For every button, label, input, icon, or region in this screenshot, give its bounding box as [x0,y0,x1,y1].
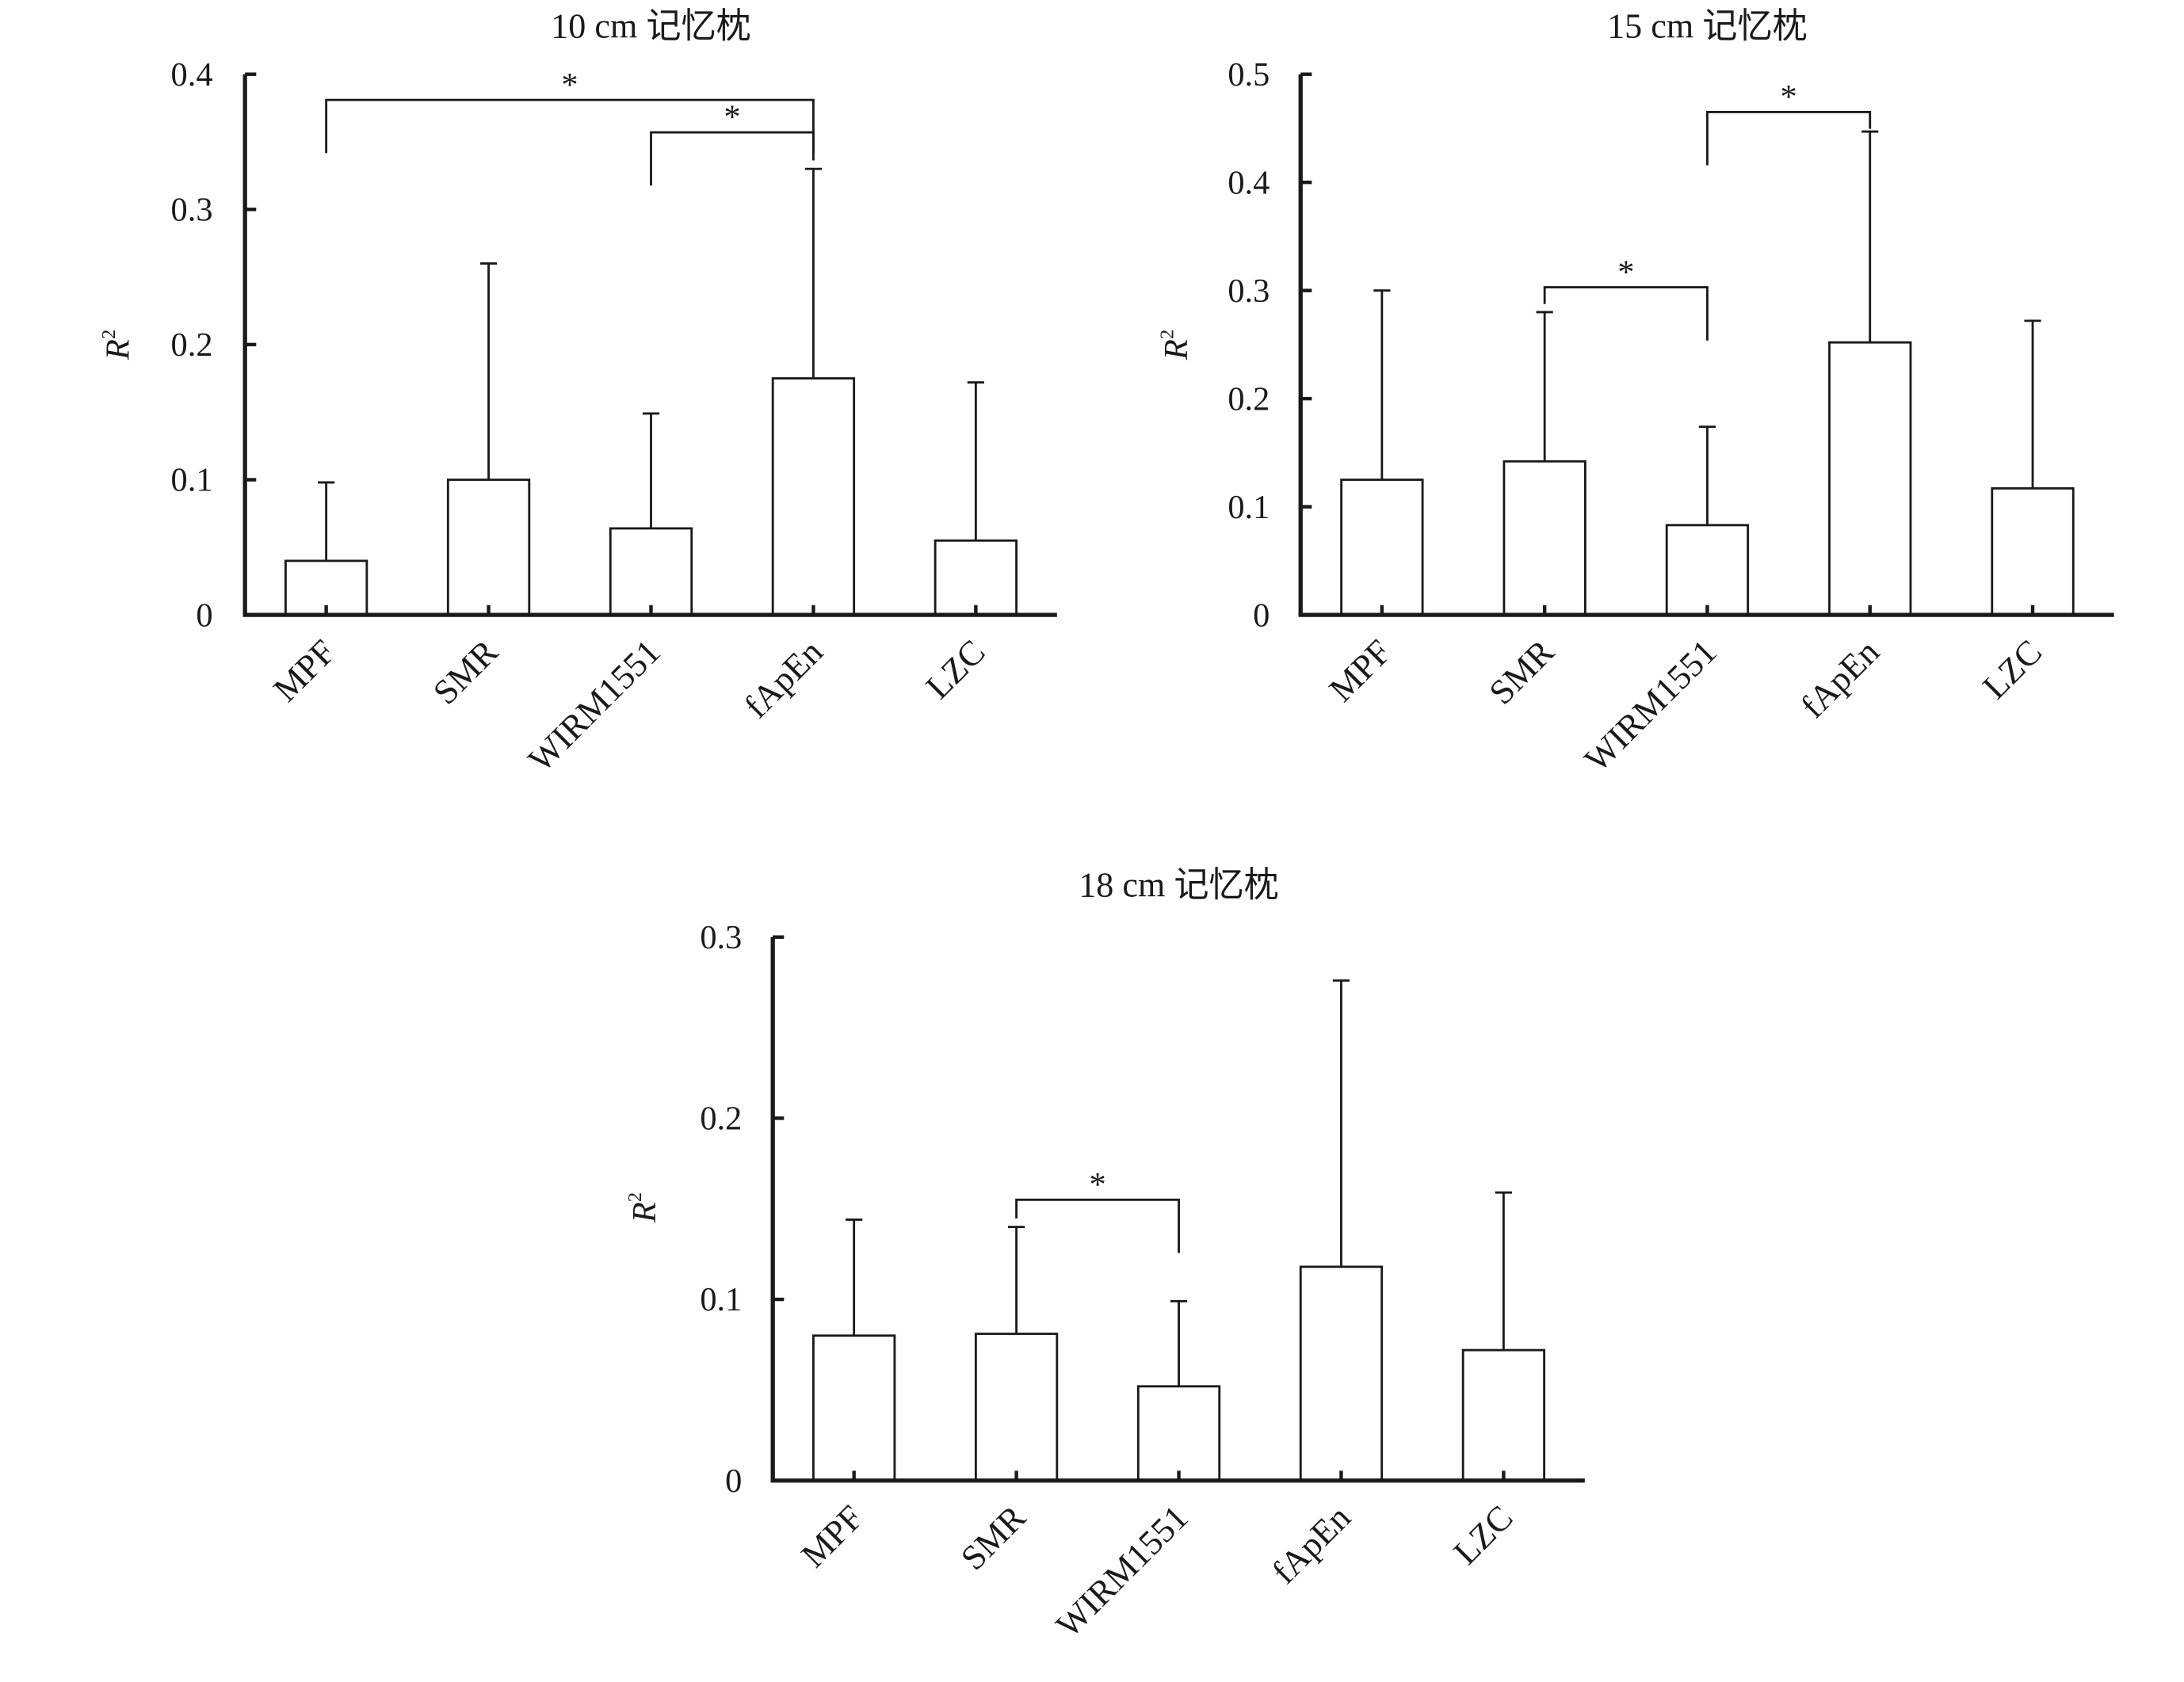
significance-star: * [1617,254,1634,291]
significance-bracket [650,131,815,186]
y-tick-label: 0.1 [171,462,213,499]
y-tick-label: 0 [1253,597,1270,634]
x-tick-label-smr: SMR [1482,632,1562,712]
bar-mpf [812,1334,896,1482]
y-tick-label: 0.3 [1228,273,1270,310]
significance-star: * [561,67,578,104]
x-tick-label-wirm1551: WIRM1551 [521,632,668,780]
y-tick-label: 0.1 [700,1281,742,1318]
y-tick-label: 0.3 [700,919,742,956]
y-tick-label: 0.4 [1228,164,1270,201]
y-axis-label-superscript: 2 [1156,330,1178,339]
y-axis-label-symbol: R [1158,339,1195,360]
bar-wirm1551 [1136,1385,1221,1482]
chart-panel-1: 10 cm 记忆枕 R2 0 0.1 0.2 0.3 0.4 MPF SMR WIRM1551 fA… [98,7,1057,780]
y-axis-label-symbol: R [626,1202,663,1223]
bar-mpf [1340,479,1424,616]
bar-lzc [1991,487,2075,616]
bar-smr [974,1333,1059,1482]
significance-star: * [1780,78,1796,116]
significance-bracket [1706,111,1872,166]
x-tick-label-lzc: LZC [1446,1498,1521,1573]
x-tick-label-wirm1551: WIRM1551 [1048,1498,1196,1646]
x-tick-label-lzc: LZC [918,632,993,707]
bar-smr [1502,460,1586,616]
y-axis-label: R2 [624,1192,663,1223]
x-tick-label-lzc: LZC [1976,632,2050,707]
y-axis-label-symbol: R [100,339,137,360]
chart-title: 15 cm 记忆枕 [1607,7,1808,46]
bar-fapen [771,377,856,616]
chart-title: 18 cm 记忆枕 [1079,865,1279,904]
significance-bracket [1543,286,1709,341]
chart-title: 10 cm 记忆枕 [551,7,751,46]
y-axis-label: R2 [1156,330,1195,360]
x-tick-label-smr: SMR [953,1497,1033,1577]
bar-fapen [1828,341,1912,616]
x-tick-label-fapen: fApEn [737,632,830,726]
y-tick-label: 0.4 [171,56,213,93]
y-tick-label: 0.3 [171,191,213,228]
x-tick-label-mpf: MPF [1322,632,1399,709]
y-tick-label: 0.2 [171,326,213,364]
bar-fapen [1299,1265,1384,1482]
y-axis-label-superscript: 2 [624,1192,646,1202]
x-tick-label-wirm1551: WIRM1551 [1577,632,1724,780]
x-tick-label-fapen: fApEn [1793,632,1887,726]
y-axis-label: R2 [98,330,137,360]
chart-panel-2: 15 cm 记忆枕 R2 0 0.1 0.2 0.3 0.4 0.5 MPF SMR WIRM155… [1156,7,2114,780]
y-tick-label: 0.5 [1228,56,1270,93]
x-tick-label-fapen: fApEn [1265,1498,1358,1592]
bar-wirm1551 [609,527,693,616]
bar-wirm1551 [1665,524,1750,616]
y-tick-label: 0.2 [1228,380,1270,418]
y-axis-label-superscript: 2 [98,330,120,339]
x-tick-label-smr: SMR [426,632,506,712]
significance-bracket [325,98,815,154]
y-tick-label: 0.2 [700,1100,742,1138]
significance-star: * [724,99,740,136]
bar-lzc [1461,1348,1546,1482]
y-tick-label: 0 [196,597,212,634]
significance-bracket [1015,1198,1180,1253]
x-tick-label-mpf: MPF [266,632,343,709]
x-tick-label-mpf: MPF [794,1498,871,1575]
y-tick-label: 0.1 [1228,489,1270,526]
bar-smr [446,479,531,616]
significance-star: * [1089,1166,1105,1203]
bar-lzc [934,539,1018,616]
chart-panel-3: 18 cm 记忆枕 R2 0 0.1 0.2 0.3 MPF SMR WIRM1551 fApEn… [624,865,1585,1645]
y-tick-label: 0 [725,1463,742,1500]
